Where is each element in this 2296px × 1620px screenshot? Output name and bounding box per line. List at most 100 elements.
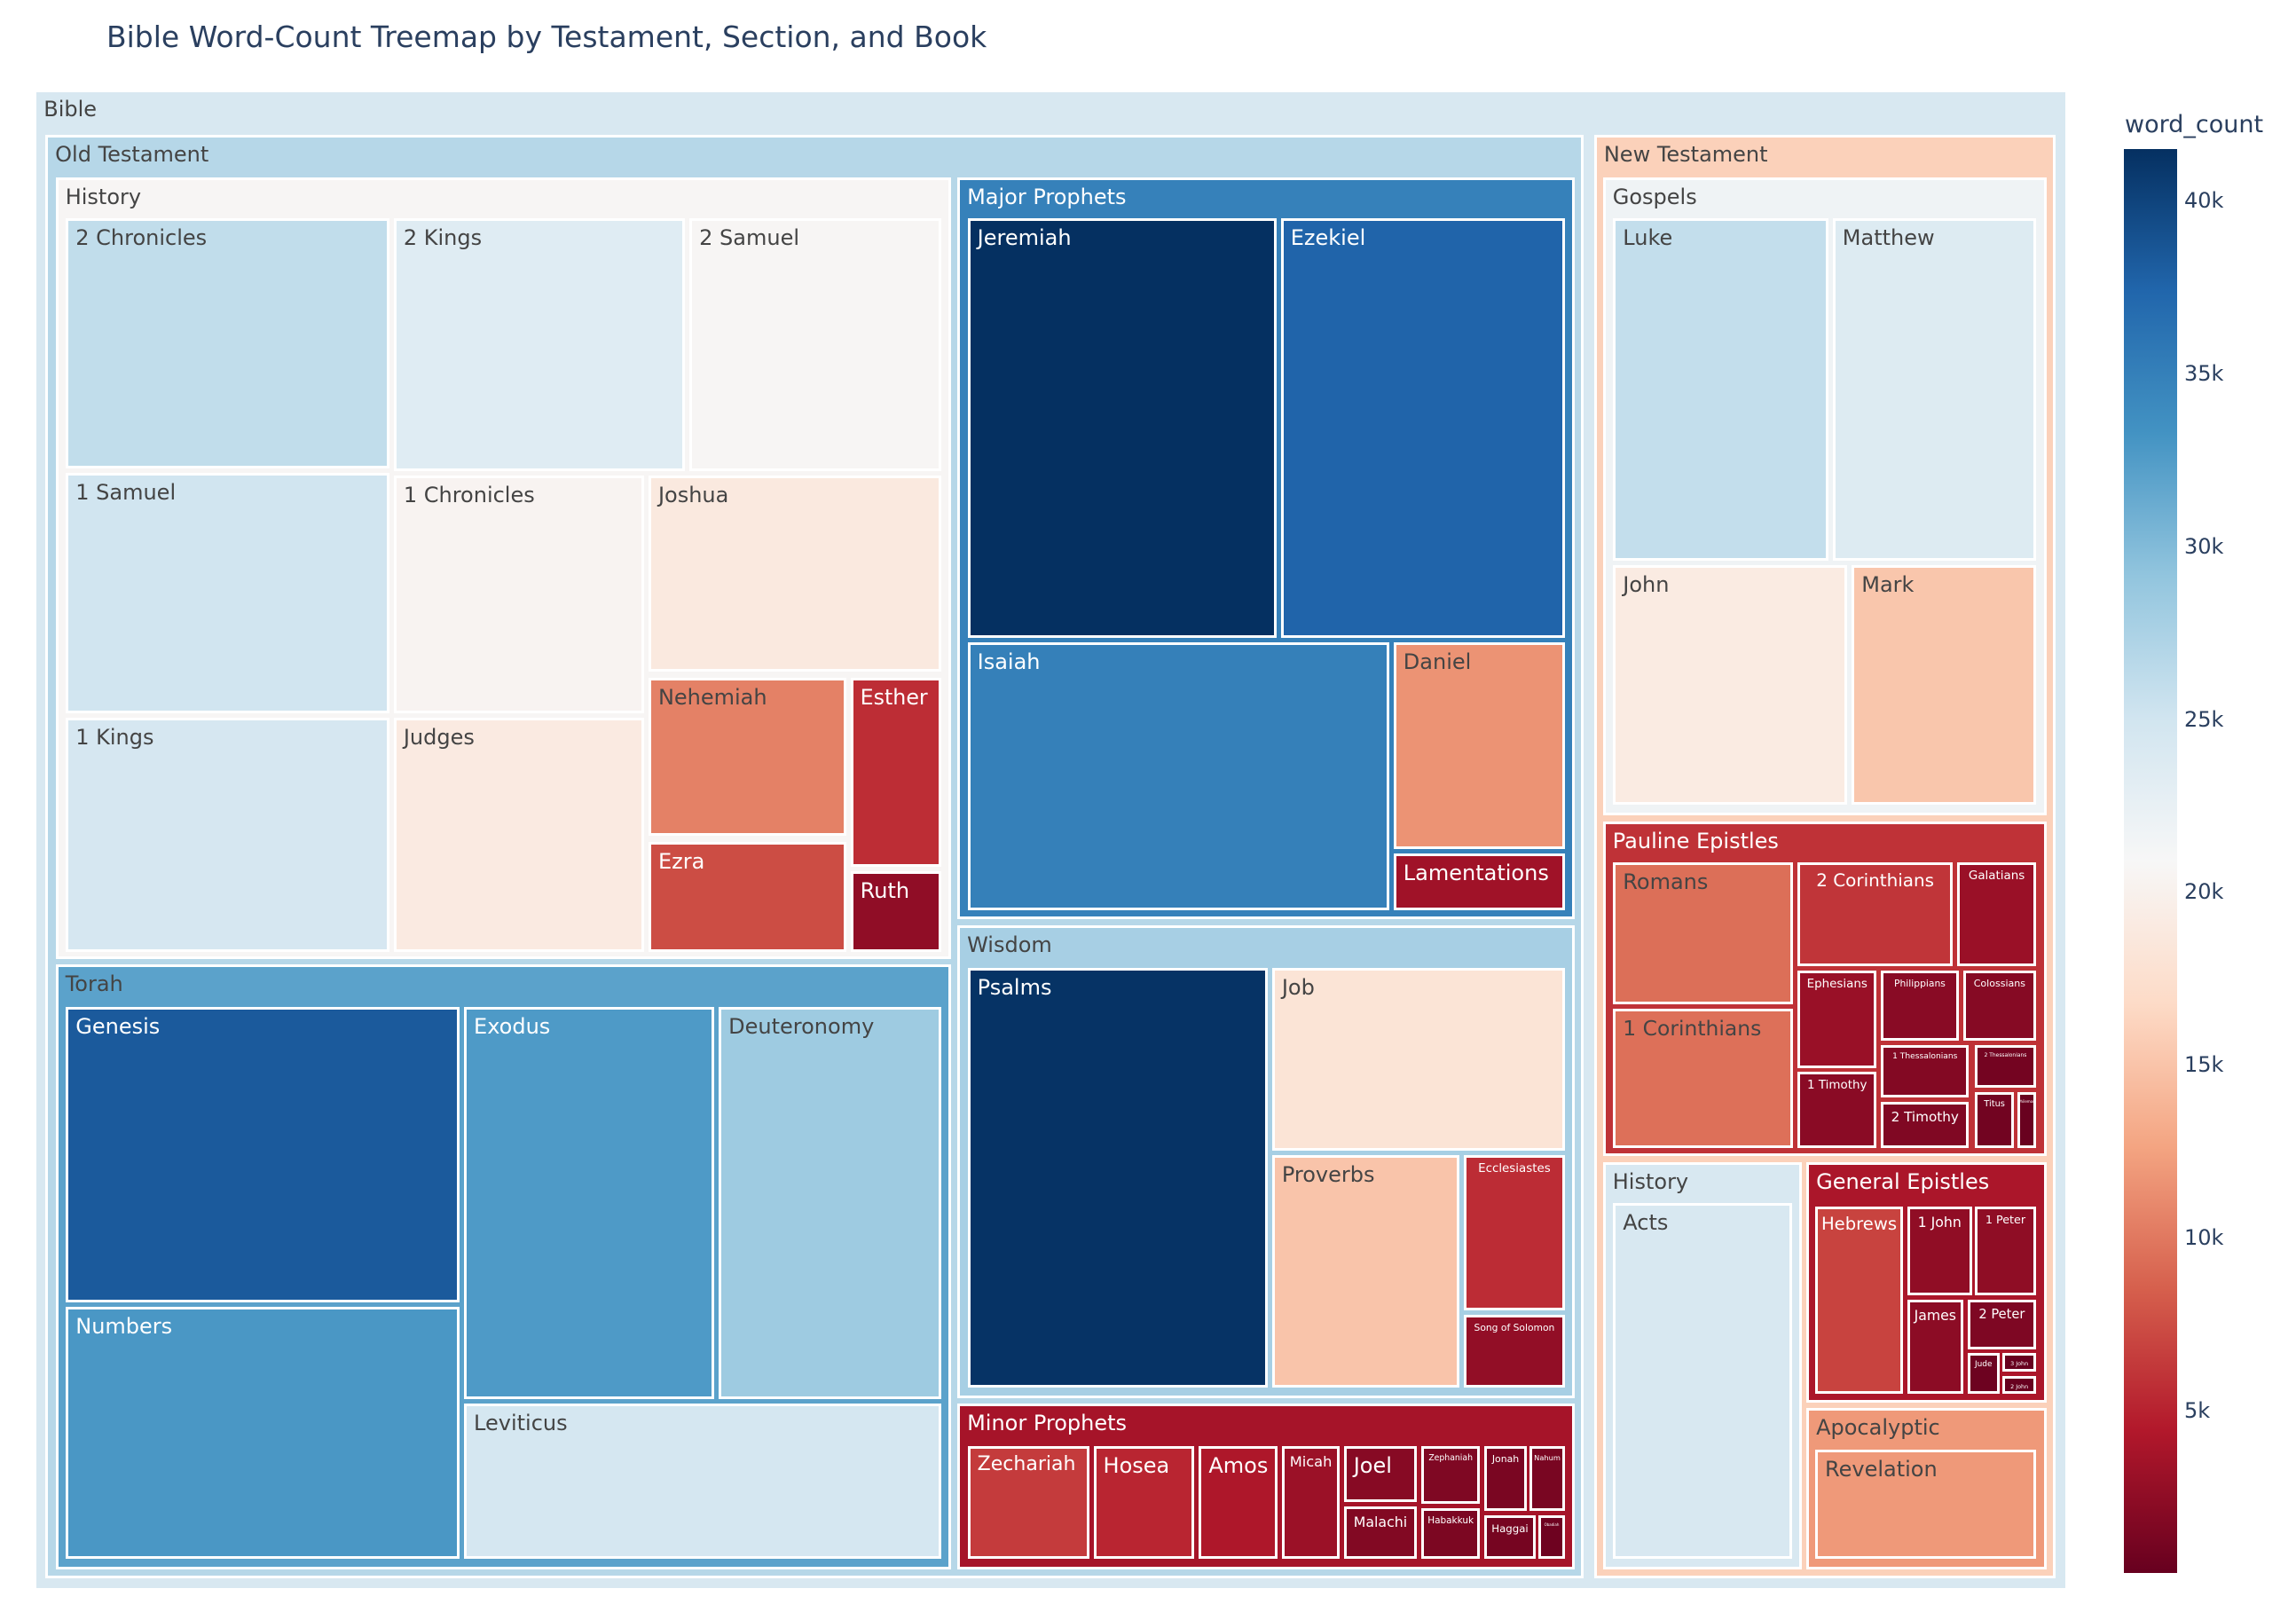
treemap-tile-2-peter[interactable]: 2 Peter — [1967, 1300, 2037, 1350]
tile-label: Leviticus — [474, 1411, 568, 1436]
treemap-tile-genesis[interactable]: Genesis — [66, 1007, 460, 1303]
treemap-tile-1-timothy[interactable]: 1 Timothy — [1797, 1071, 1877, 1148]
treemap-tile-judges[interactable]: Judges — [393, 717, 644, 952]
treemap-tile-acts[interactable]: Acts — [1613, 1203, 1792, 1560]
treemap-tile-zechariah[interactable]: Zechariah — [967, 1446, 1089, 1560]
treemap-tile-1-samuel[interactable]: 1 Samuel — [66, 472, 389, 713]
colorbar-tick-label: 30k — [2184, 533, 2224, 559]
treemap-tile-revelation[interactable]: Revelation — [1815, 1449, 2037, 1560]
tile-label: Acts — [1623, 1210, 1669, 1236]
treemap-tile-ezra[interactable]: Ezra — [648, 841, 846, 952]
treemap-tile-zephaniah[interactable]: Zephaniah — [1421, 1446, 1481, 1504]
treemap-tile-daniel[interactable]: Daniel — [1393, 642, 1565, 849]
tile-label: Esther — [860, 684, 928, 710]
treemap-tile-malachi[interactable]: Malachi — [1343, 1506, 1418, 1560]
treemap-tile-1-thessalonians[interactable]: 1 Thessalonians — [1881, 1045, 1970, 1098]
treemap-tile-3-john[interactable]: 3 John — [2002, 1352, 2037, 1372]
tile-label: Isaiah — [977, 649, 1041, 675]
tile-label: 1 John — [1917, 1213, 1962, 1231]
treemap-tile-deuteronomy[interactable]: Deuteronomy — [719, 1007, 941, 1400]
treemap-tile-2-john[interactable]: 2 John — [2002, 1376, 2037, 1394]
tile-label: Judges — [403, 724, 475, 750]
tile-label: Ezra — [657, 848, 705, 874]
treemap-tile-1-kings[interactable]: 1 Kings — [66, 717, 389, 952]
treemap-tile-ecclesiastes[interactable]: Ecclesiastes — [1464, 1154, 1565, 1310]
tile-label: Nahum — [1534, 1453, 1561, 1463]
treemap-tile-2-timothy[interactable]: 2 Timothy — [1881, 1102, 1970, 1148]
treemap-tile-song-of-solomon[interactable]: Song of Solomon — [1464, 1314, 1565, 1388]
tile-label: Nehemiah — [657, 684, 767, 710]
treemap-tile-romans[interactable]: Romans — [1613, 861, 1794, 1004]
tile-label: Zephaniah — [1428, 1453, 1473, 1464]
treemap-tile-2-kings[interactable]: 2 Kings — [393, 217, 686, 472]
treemap-tile-1-john[interactable]: 1 John — [1907, 1206, 1972, 1296]
tile-label: 1 Chronicles — [403, 483, 535, 508]
treemap-tile-titus[interactable]: Titus — [1974, 1091, 2015, 1148]
treemap-tile-jeremiah[interactable]: Jeremiah — [967, 217, 1277, 639]
treemap-tile-isaiah[interactable]: Isaiah — [967, 642, 1389, 911]
treemap-tile-joshua[interactable]: Joshua — [648, 476, 941, 672]
treemap-tile-haggai[interactable]: Haggai — [1484, 1514, 1536, 1560]
tile-label: Song of Solomon — [1474, 1321, 1555, 1333]
treemap-tile-ephesians[interactable]: Ephesians — [1797, 970, 1877, 1069]
treemap-tile-nehemiah[interactable]: Nehemiah — [648, 677, 846, 837]
tile-label: Pauline Epistles — [1612, 828, 1779, 853]
treemap-tile-mark[interactable]: Mark — [1852, 564, 2037, 806]
tile-label: Apocalyptic — [1816, 1415, 1940, 1441]
treemap-tile-leviticus[interactable]: Leviticus — [464, 1404, 941, 1560]
treemap-tile-proverbs[interactable]: Proverbs — [1271, 1154, 1460, 1388]
treemap-tile-colossians[interactable]: Colossians — [1962, 970, 2037, 1042]
treemap-tile-ruth[interactable]: Ruth — [850, 870, 941, 952]
treemap-tile-philippians[interactable]: Philippians — [1881, 970, 1959, 1042]
treemap-tile-jude[interactable]: Jude — [1967, 1352, 2000, 1394]
treemap-tile-john[interactable]: John — [1613, 564, 1848, 806]
treemap-tile-nahum[interactable]: Nahum — [1529, 1446, 1565, 1511]
treemap-tile-psalms[interactable]: Psalms — [967, 967, 1268, 1388]
tile-label: 3 John — [2010, 1359, 2029, 1367]
tile-label: 1 Timothy — [1807, 1078, 1867, 1092]
treemap-tile-2-chronicles[interactable]: 2 Chronicles — [66, 217, 389, 468]
tile-label: Lamentations — [1403, 860, 1549, 885]
tile-label: Joel — [1353, 1453, 1392, 1479]
tile-label: Obadiah — [1544, 1522, 1560, 1527]
treemap-tile-philemon[interactable]: Philemon — [2017, 1091, 2037, 1148]
tile-label: 1 Thessalonians — [1892, 1052, 1958, 1062]
treemap-tile-hebrews[interactable]: Hebrews — [1815, 1206, 1903, 1394]
treemap-tile-amos[interactable]: Amos — [1199, 1446, 1278, 1560]
tile-label: Exodus — [474, 1014, 551, 1040]
tile-label: Philemon — [2018, 1098, 2035, 1104]
tile-label: History — [65, 184, 142, 209]
treemap-tile-james[interactable]: James — [1907, 1300, 1963, 1394]
treemap-tile-matthew[interactable]: Matthew — [1832, 217, 2037, 561]
treemap-tile-2-corinthians[interactable]: 2 Corinthians — [1797, 861, 1954, 966]
tile-label: Matthew — [1842, 224, 1935, 250]
treemap-tile-1-chronicles[interactable]: 1 Chronicles — [393, 476, 644, 713]
treemap-tile-exodus[interactable]: Exodus — [464, 1007, 715, 1400]
tile-label: John — [1623, 571, 1670, 597]
treemap-tile-galatians[interactable]: Galatians — [1957, 861, 2037, 966]
treemap-tile-esther[interactable]: Esther — [850, 677, 941, 867]
tile-label: Mark — [1861, 571, 1915, 597]
treemap-tile-ezekiel[interactable]: Ezekiel — [1280, 217, 1565, 639]
tile-label: Ephesians — [1806, 977, 1867, 991]
treemap-tile-1-corinthians[interactable]: 1 Corinthians — [1613, 1008, 1794, 1148]
treemap-tile-jonah[interactable]: Jonah — [1484, 1446, 1527, 1511]
tile-label: 2 Kings — [403, 224, 483, 250]
tile-label: Haggai — [1491, 1522, 1529, 1535]
treemap-tile-obadiah[interactable]: Obadiah — [1538, 1514, 1565, 1560]
tile-label: 2 Peter — [1978, 1307, 2025, 1323]
treemap-tile-luke[interactable]: Luke — [1613, 217, 1828, 561]
tile-label: 1 Kings — [75, 724, 154, 750]
treemap-tile-job[interactable]: Job — [1271, 967, 1565, 1151]
treemap-tile-numbers[interactable]: Numbers — [66, 1307, 460, 1560]
colorbar-title: word_count — [2125, 111, 2264, 138]
treemap-tile-hosea[interactable]: Hosea — [1093, 1446, 1195, 1560]
treemap-tile-lamentations[interactable]: Lamentations — [1393, 853, 1565, 911]
treemap-tile-joel[interactable]: Joel — [1343, 1446, 1418, 1502]
treemap-tile-micah[interactable]: Micah — [1282, 1446, 1340, 1560]
tile-label: 2 Timothy — [1891, 1109, 1959, 1126]
treemap-tile-1-peter[interactable]: 1 Peter — [1974, 1206, 2037, 1296]
treemap-tile-2-samuel[interactable]: 2 Samuel — [689, 217, 941, 472]
treemap-tile-habakkuk[interactable]: Habakkuk — [1421, 1507, 1481, 1560]
treemap-tile-2-thessalonians[interactable]: 2 Thessalonians — [1974, 1045, 2037, 1088]
